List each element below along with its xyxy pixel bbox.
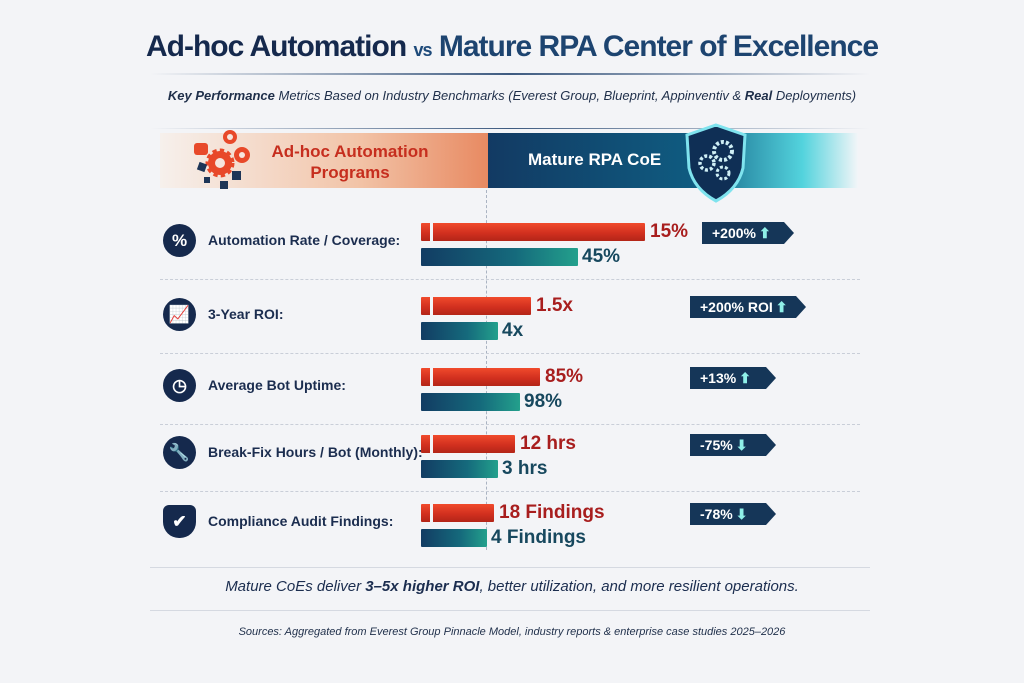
change-badge: +200% ROI ⬆ — [690, 296, 806, 318]
row-separator — [160, 353, 860, 354]
bar-coe — [421, 322, 498, 340]
change-badge: +13% ⬆ — [690, 367, 776, 389]
title-vs: vs — [413, 40, 433, 60]
change-badge-text: +13% — [700, 370, 737, 386]
legend-adhoc: Ad-hoc Automation Programs — [160, 130, 488, 189]
legend-adhoc-line1: Ad-hoc Automation — [271, 142, 429, 161]
arrow-down-icon: ⬇ — [735, 436, 748, 453]
title-divider — [150, 73, 870, 75]
value-label-coe: 4 Findings — [491, 527, 586, 548]
legend-adhoc-line2: Programs — [310, 163, 390, 182]
category-label: 3-Year ROI: — [208, 306, 284, 322]
title-part1: Ad-hoc Automation — [145, 30, 407, 63]
subtitle-bold-2: Real — [744, 88, 773, 103]
row-separator — [160, 424, 860, 425]
wrench-icon: 🔧 — [163, 436, 196, 469]
change-badge-text: -75% — [700, 437, 733, 453]
value-label-coe: 4x — [502, 320, 524, 341]
bar-coe — [421, 393, 520, 411]
bar-coe — [421, 460, 498, 478]
value-label-adhoc: 18 Findings — [499, 502, 605, 523]
subtitle: Key Performance Metrics Based on Industr… — [0, 88, 1024, 103]
conclusion-highlight: 3–5x higher ROI — [365, 578, 480, 595]
shield-gears-icon — [685, 123, 747, 203]
value-label-adhoc: 85% — [545, 366, 584, 387]
bar-adhoc — [421, 504, 494, 522]
category-label: Average Bot Uptime: — [208, 377, 346, 393]
conclusion-part1: Mature CoEs deliver — [225, 578, 366, 595]
gears-robot-icon — [194, 130, 250, 189]
subtitle-text-1: Metrics Based on Industry Benchmarks (Ev… — [274, 88, 745, 103]
bar-adhoc — [421, 297, 531, 315]
value-label-coe: 98% — [524, 391, 563, 412]
row-separator — [160, 279, 860, 280]
value-label-adhoc: 12 hrs — [520, 433, 576, 454]
footer-divider — [150, 567, 870, 568]
arrow-up-icon: ⬆ — [739, 369, 751, 386]
change-badge-text: +200% ROI — [700, 299, 773, 315]
bar-coe — [421, 248, 578, 266]
page-title: Ad-hoc Automation vs Mature RPA Center o… — [0, 30, 1024, 64]
sources-text: Sources: Aggregated from Everest Group P… — [238, 626, 786, 638]
percent-icon: % — [163, 224, 196, 257]
change-badge: +200% ⬆ — [702, 222, 794, 244]
legend-adhoc-label: Ad-hoc Automation Programs — [250, 141, 450, 183]
change-badge: -75% ⬇ — [690, 434, 776, 456]
shield-check-icon: ✔ — [163, 505, 196, 538]
category-label: Compliance Audit Findings: — [208, 513, 394, 529]
arrow-up-icon: ⬆ — [775, 298, 788, 315]
value-label-coe: 45% — [582, 246, 621, 267]
category-label: Automation Rate / Coverage: — [208, 232, 401, 248]
value-label-coe: 3 hrs — [502, 458, 548, 479]
conclusion-part2: , better utilization, and more resilient… — [479, 578, 799, 595]
change-badge-text: -78% — [700, 506, 733, 522]
arrow-up-icon: ⬆ — [758, 224, 771, 241]
bar-adhoc — [421, 435, 515, 453]
growth-chart-icon: 📈 — [163, 298, 196, 331]
subtitle-text-2: Deployments) — [772, 88, 857, 103]
value-label-adhoc: 1.5x — [536, 295, 573, 316]
arrow-down-icon: ⬇ — [735, 505, 748, 522]
bar-adhoc — [421, 223, 645, 241]
legend-coe-label: Mature RPA CoE — [528, 150, 662, 169]
change-badge-text: +200% — [712, 225, 756, 241]
subtitle-bold-1: Key Performance — [167, 88, 275, 103]
subtitle-divider — [150, 128, 870, 129]
conclusion-text: Mature CoEs deliver 3–5x higher ROI, bet… — [0, 578, 1024, 595]
bar-adhoc — [421, 368, 540, 386]
category-label: Break-Fix Hours / Bot (Monthly): — [208, 444, 423, 460]
change-badge: -78% ⬇ — [690, 503, 776, 525]
row-separator — [160, 491, 860, 492]
legend-coe: Mature RPA CoE — [488, 123, 858, 203]
value-label-adhoc: 15% — [650, 221, 689, 242]
sources-divider — [150, 610, 870, 611]
bar-coe — [421, 529, 487, 547]
title-part2: Mature RPA Center of Excellence — [438, 30, 879, 63]
clock-icon: ◷ — [163, 369, 196, 402]
